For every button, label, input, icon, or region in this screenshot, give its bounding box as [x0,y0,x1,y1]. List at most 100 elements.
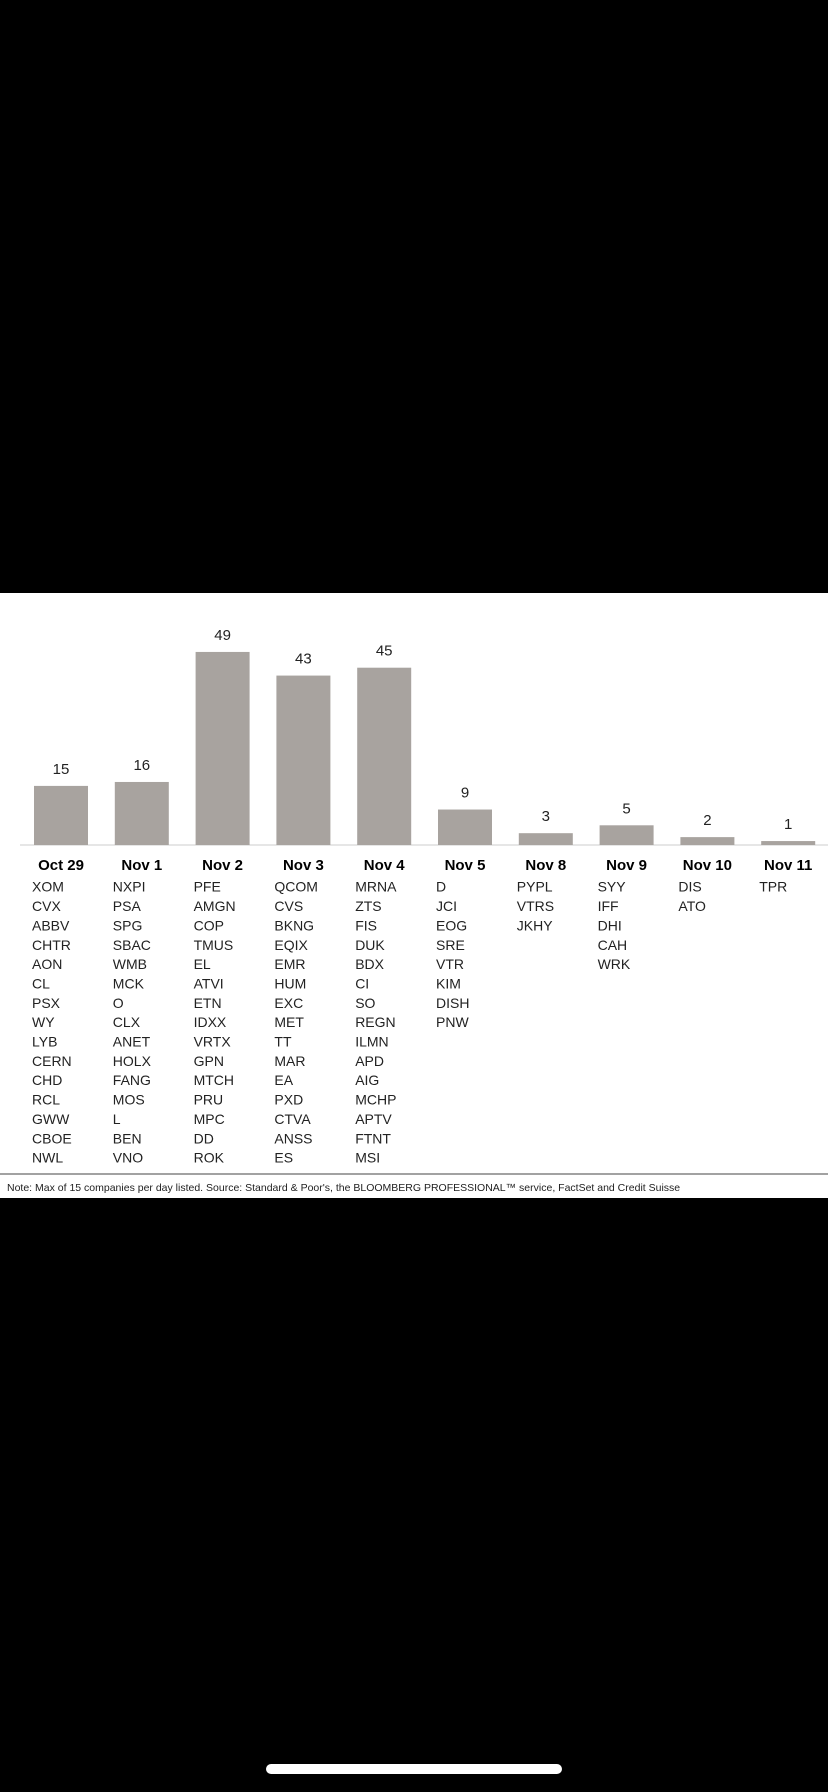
ticker: VTRS [517,898,554,914]
ticker: DISH [436,995,469,1011]
ticker: MPC [194,1111,225,1127]
ticker: EQIX [274,937,308,953]
bar [599,825,654,845]
ticker: IFF [598,898,619,914]
ticker: CI [355,975,369,991]
bar [761,841,816,845]
value-label: 15 [53,761,70,778]
ticker: CHD [32,1072,62,1088]
ticker: WY [32,1014,55,1030]
ticker: EA [274,1072,293,1088]
ticker: PFE [194,879,221,895]
bar [34,785,88,845]
ticker: CHTR [32,937,71,953]
ticker: QCOM [274,879,318,895]
ticker: GPN [194,1053,224,1069]
ticker: MCHP [355,1092,396,1108]
bar [357,667,412,845]
ticker: ROK [194,1150,225,1166]
x-tick-label: Nov 3 [283,857,324,874]
ticker: COP [194,917,224,933]
ticker: IDXX [194,1014,227,1030]
ticker: PNW [436,1014,469,1030]
ticker: LYB [32,1034,57,1050]
ticker: SRE [436,937,465,953]
ticker: JKHY [517,917,553,933]
ticker: ATO [678,898,706,914]
value-label: 43 [295,651,312,668]
ticker: CTVA [274,1111,311,1127]
ticker: PXD [274,1092,303,1108]
ticker: ATVI [194,975,224,991]
x-tick-label: Nov 10 [683,857,732,874]
value-label: 16 [133,757,150,774]
ticker: ETN [194,995,222,1011]
ticker: PSX [32,995,61,1011]
ticker: TT [274,1034,292,1050]
bar [518,833,573,845]
ticker: BEN [113,1130,142,1146]
ticker: PRU [194,1092,224,1108]
ticker: VRTX [194,1034,232,1050]
x-tick-label: Nov 1 [121,857,162,874]
value-label: 3 [542,808,550,825]
ticker: DD [194,1130,214,1146]
value-label: 49 [214,627,231,644]
ticker: EOG [436,917,467,933]
ticker: CVX [32,898,61,914]
ticker: DUK [355,937,385,953]
x-tick-label: Oct 29 [38,857,84,874]
ticker: TPR [759,879,787,895]
ticker: EL [194,956,211,972]
ticker: MSI [355,1150,380,1166]
ticker: PYPL [517,879,553,895]
ticker: FIS [355,917,377,933]
bar [195,651,250,845]
ticker: DHI [598,917,622,933]
ticker: ILMN [355,1034,388,1050]
x-tick-label: Nov 8 [525,857,566,874]
ticker: GWW [32,1111,70,1127]
x-tick-label: Nov 11 [764,857,812,874]
x-tick-label: Nov 4 [364,857,406,874]
ticker: NWL [32,1150,63,1166]
note: Note: Max of 15 companies per day listed… [7,1182,680,1194]
ticker: APD [355,1053,384,1069]
ticker: SBAC [113,937,151,953]
x-tick-label: Nov 5 [445,857,486,874]
bar [114,781,169,845]
ticker: D [436,879,446,895]
ticker: AMGN [194,898,236,914]
ticker: VNO [113,1150,143,1166]
ticker: ZTS [355,898,381,914]
bar [438,809,492,845]
ticker: JCI [436,898,457,914]
ticker: SO [355,995,375,1011]
ticker: REGN [355,1014,395,1030]
ticker: PSA [113,898,142,914]
x-tick-label: Nov 9 [606,857,647,874]
ticker: ANET [113,1034,151,1050]
ticker: RCL [32,1092,60,1108]
bar [680,837,735,845]
value-label: 1 [784,816,792,833]
ticker: CERN [32,1053,72,1069]
ticker: DIS [678,879,701,895]
value-label: 45 [376,643,393,660]
ticker: CVS [274,898,303,914]
x-tick-label: Nov 2 [202,857,243,874]
ticker: CAH [598,937,628,953]
ticker: BKNG [274,917,314,933]
ticker: MCK [113,975,145,991]
ticker: FTNT [355,1130,391,1146]
ticker: MOS [113,1092,145,1108]
ticker: AIG [355,1072,379,1088]
ticker: EMR [274,956,305,972]
ticker: CBOE [32,1130,72,1146]
ticker: ABBV [32,917,70,933]
ticker: SPG [113,917,143,933]
ticker: APTV [355,1111,392,1127]
ticker: CL [32,975,50,991]
ticker: FANG [113,1072,151,1088]
ticker: MRNA [355,879,397,895]
